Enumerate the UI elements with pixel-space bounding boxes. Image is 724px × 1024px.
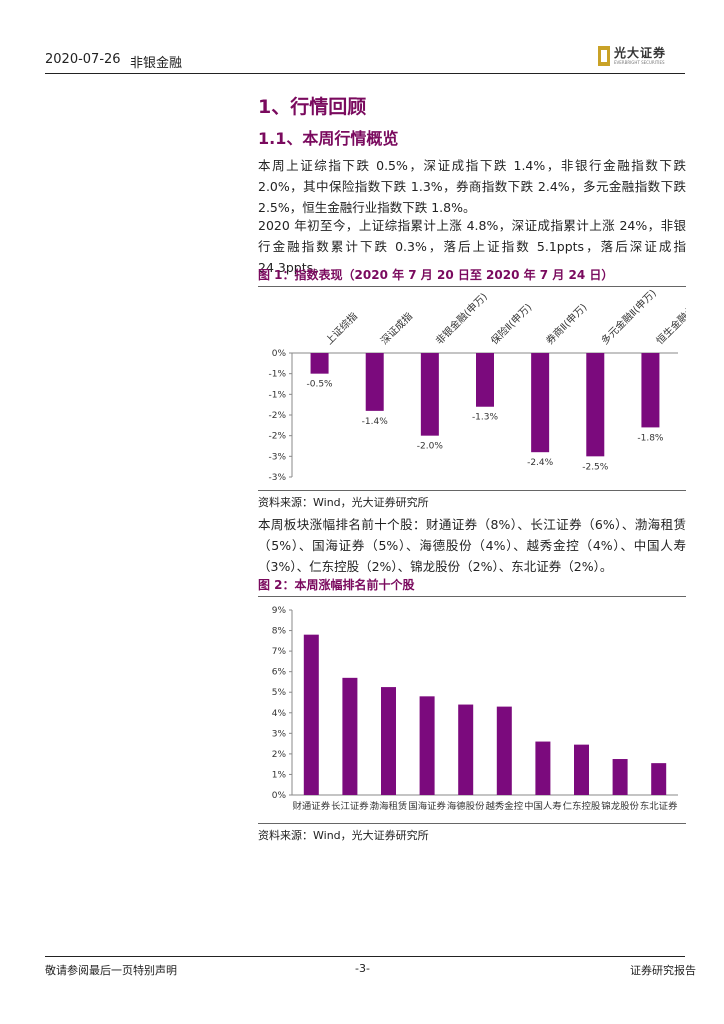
data-label: -1.8% bbox=[637, 433, 664, 443]
figure1-bottom-rule bbox=[258, 490, 686, 491]
category-label: 深证成指 bbox=[378, 310, 415, 347]
y-tick-label: -3% bbox=[268, 452, 286, 462]
y-tick-label: 6% bbox=[272, 668, 287, 678]
bar bbox=[342, 677, 358, 795]
category-label: 国海证券 bbox=[408, 800, 446, 812]
company-logo: 光大证券 EVERBRIGHT SECURITIES bbox=[598, 46, 666, 66]
figure1-top-rule bbox=[258, 286, 686, 287]
logo-name-en: EVERBRIGHT SECURITIES bbox=[614, 60, 665, 65]
y-tick-label: 7% bbox=[272, 647, 287, 657]
footer-report-type: 证券研究报告 bbox=[630, 964, 696, 977]
category-label: 多元金融Ⅱ(申万) bbox=[598, 288, 659, 347]
data-label: -2.0% bbox=[417, 442, 444, 452]
bar bbox=[381, 687, 396, 795]
paragraph-ytd-summary: 2020 年初至今，上证综指累计上涨 4.8%，深证成指累计上涨 24%，非银行… bbox=[258, 218, 686, 275]
data-label: -1.4% bbox=[362, 417, 389, 427]
paragraph-weekly-summary: 本周上证综指下跌 0.5%，深证成指下跌 1.4%，非银行金融指数下跌 2.0%… bbox=[258, 158, 686, 215]
category-label: 锦龙股份 bbox=[601, 800, 639, 812]
bar bbox=[458, 704, 474, 795]
bar bbox=[574, 744, 589, 795]
y-tick-label: 1% bbox=[272, 770, 287, 780]
category-label: 券商Ⅱ(申万) bbox=[543, 301, 590, 348]
y-tick-label: -2% bbox=[268, 432, 286, 442]
y-tick-label: 8% bbox=[272, 627, 287, 637]
y-tick-label: 3% bbox=[272, 729, 287, 739]
category-label: 保险Ⅱ(申万) bbox=[488, 301, 535, 348]
figure1-title: 图 1：指数表现（2020 年 7 月 20 日至 2020 年 7 月 24 … bbox=[258, 268, 614, 282]
category-label: 越秀金控 bbox=[486, 800, 524, 812]
logo-name: 光大证券 bbox=[614, 46, 667, 60]
paragraph-top-stocks: 本周板块涨幅排名前十个股：财通证券（8%）、长江证券（6%）、渤海租赁（5%）、… bbox=[258, 517, 686, 574]
data-label: -2.5% bbox=[582, 462, 609, 472]
bar bbox=[586, 353, 605, 457]
y-tick-label: 5% bbox=[272, 688, 287, 698]
bar bbox=[496, 706, 512, 795]
y-tick-label: -1% bbox=[268, 390, 286, 400]
figure2-top-rule bbox=[258, 596, 686, 597]
category-label: 上证综指 bbox=[323, 310, 360, 347]
bar bbox=[612, 759, 628, 795]
header-date: 2020-07-26 bbox=[45, 52, 121, 67]
category-label: 长江证券 bbox=[331, 800, 369, 812]
figure2-source: 资料来源：Wind，光大证券研究所 bbox=[258, 829, 429, 842]
logo-mark-icon bbox=[598, 46, 610, 66]
y-tick-label: -3% bbox=[268, 473, 286, 483]
y-tick-label: 0% bbox=[272, 349, 287, 359]
category-label: 恒生金融业 bbox=[653, 303, 686, 348]
category-label: 仁东控股 bbox=[563, 800, 601, 812]
subsection-title: 1.1、本周行情概览 bbox=[258, 129, 399, 148]
bar bbox=[476, 353, 494, 407]
header-sector: 非银金融 bbox=[130, 56, 183, 71]
section-title: 1、行情回顾 bbox=[258, 96, 367, 118]
bar bbox=[310, 353, 329, 374]
category-label: 非银金融(申万) bbox=[433, 290, 490, 347]
category-label: 海德股份 bbox=[447, 800, 485, 812]
data-label: -1.3% bbox=[472, 413, 499, 423]
y-tick-label: 0% bbox=[272, 791, 287, 801]
bar bbox=[365, 353, 384, 411]
header-divider bbox=[45, 73, 685, 74]
bar bbox=[651, 763, 667, 795]
footer-disclaimer: 敬请参阅最后一页特别声明 bbox=[45, 964, 177, 977]
y-tick-label: -2% bbox=[268, 411, 286, 421]
y-tick-label: 4% bbox=[272, 709, 287, 719]
bar bbox=[535, 741, 551, 795]
bar bbox=[420, 353, 439, 436]
figure2-bottom-rule bbox=[258, 823, 686, 824]
bar bbox=[303, 634, 319, 795]
figure1-chart: 0% -1% -1% -2% -2% -3% -3% -0.5% 上证综指 -1.4% 深证成指 -2… bbox=[268, 288, 686, 483]
figure1-source: 资料来源：Wind，光大证券研究所 bbox=[258, 496, 429, 509]
y-tick-label: -1% bbox=[268, 370, 286, 380]
category-label: 渤海租赁 bbox=[370, 800, 408, 812]
figure2-title: 图 2：本周涨幅排名前十个股 bbox=[258, 578, 415, 592]
y-tick-label: 2% bbox=[272, 750, 287, 760]
data-label: -0.5% bbox=[307, 380, 334, 390]
page-number: -3- bbox=[355, 962, 370, 975]
y-tick-label: 9% bbox=[272, 606, 287, 616]
data-label: -2.4% bbox=[527, 458, 554, 468]
footer-divider bbox=[45, 956, 685, 957]
bar bbox=[531, 353, 550, 453]
category-label: 中国人寿 bbox=[524, 800, 562, 812]
category-label: 财通证券 bbox=[293, 800, 331, 812]
category-label: 东北证券 bbox=[640, 800, 678, 812]
bar bbox=[419, 696, 435, 795]
bar bbox=[641, 353, 660, 428]
figure2-chart: 0% 1% 2% 3% 4% 5% 6% 7% 8% 9% 财通证券 长江证券 渤海租赁 国海证券 海德股份… bbox=[272, 606, 678, 812]
